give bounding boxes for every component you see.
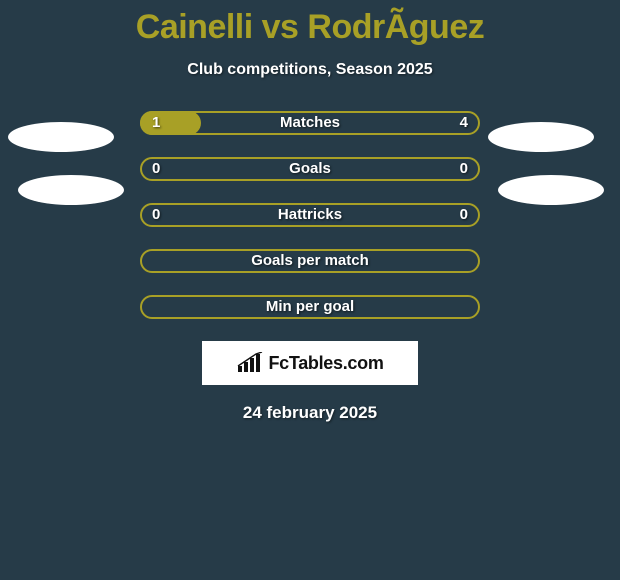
page-title: Cainelli vs RodrÃ­guez	[0, 0, 620, 47]
date-label: 24 february 2025	[0, 403, 620, 423]
logo-text: FcTables.com	[268, 353, 383, 374]
stat-label: Hattricks	[140, 203, 480, 227]
stat-label: Goals	[140, 157, 480, 181]
logo: FcTables.com	[236, 352, 383, 374]
stat-row: 14Matches	[140, 111, 480, 135]
stat-row: Goals per match	[140, 249, 480, 273]
stat-label: Min per goal	[140, 295, 480, 319]
stats-area: 14Matches 00Goals 00Hattricks Goals per mat…	[0, 111, 620, 319]
stat-row: 00Goals	[140, 157, 480, 181]
logo-chart-icon	[236, 352, 264, 374]
stat-row: 00Hattricks	[140, 203, 480, 227]
stat-label: Goals per match	[140, 249, 480, 273]
stat-label: Matches	[140, 111, 480, 135]
page-subtitle: Club competitions, Season 2025	[0, 61, 620, 79]
stat-row: Min per goal	[140, 295, 480, 319]
logo-box: FcTables.com	[202, 341, 418, 385]
